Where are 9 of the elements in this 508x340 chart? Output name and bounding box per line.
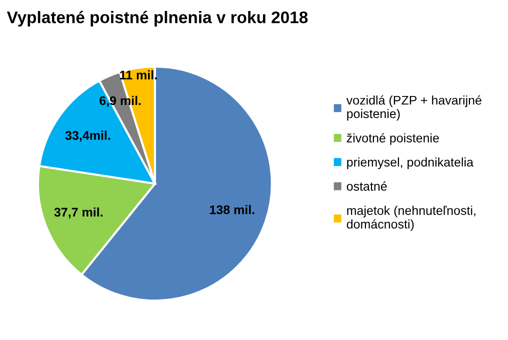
data-label: 138 mil.	[210, 205, 254, 214]
legend-label: vozidlá (PZP + havarijné poistenie)	[346, 95, 482, 121]
legend-label: majetok (nehnuteľnosti, domácnosti)	[346, 206, 476, 232]
legend-label: životné poistenie	[346, 133, 439, 145]
chart-title: Vyplatené poistné plnenia v roku 2018	[6, 10, 308, 27]
legend-label: priemysel, podnikatelia	[347, 157, 474, 170]
data-label: 33,4mil.	[65, 130, 110, 142]
legend-label: ostatné	[346, 181, 387, 191]
data-label: 37,7 mil.	[54, 207, 102, 218]
